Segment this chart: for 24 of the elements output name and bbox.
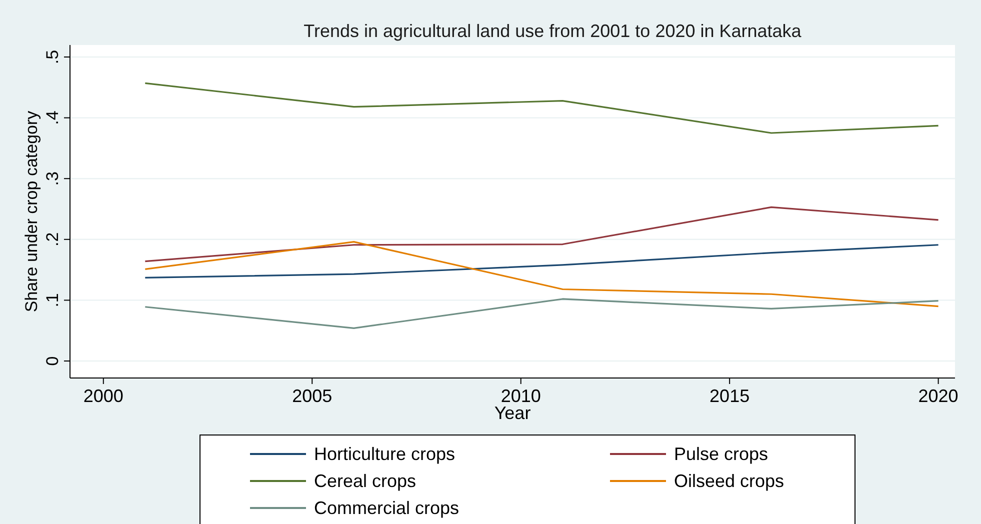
line-series bbox=[144, 241, 940, 308]
y-tick-label: .4 bbox=[43, 110, 62, 125]
y-axis-title: Share under crop category bbox=[22, 110, 41, 312]
line-series bbox=[144, 244, 940, 279]
x-tick-label: 2010 bbox=[500, 386, 541, 406]
legend-label: Cereal crops bbox=[314, 471, 416, 491]
y-tick-label: .2 bbox=[43, 232, 62, 246]
x-axis-title: Year bbox=[494, 403, 531, 423]
line-series bbox=[144, 206, 940, 262]
x-tick-label: 2020 bbox=[918, 386, 958, 406]
line-series bbox=[144, 82, 940, 134]
legend-label: Pulse crops bbox=[674, 444, 768, 464]
y-tick-label: .5 bbox=[43, 50, 62, 64]
x-tick-label: 2000 bbox=[83, 386, 124, 406]
chart-title: Trends in agricultural land use from 2001 to 2020 in Karnataka bbox=[304, 21, 802, 41]
x-tick-label: 2005 bbox=[292, 386, 332, 406]
y-tick-label: 0 bbox=[43, 356, 62, 366]
y-tick-label: .1 bbox=[43, 293, 62, 308]
legend-label: Oilseed crops bbox=[674, 471, 784, 491]
legend-label: Horticulture crops bbox=[314, 444, 456, 464]
x-tick-label: 2015 bbox=[710, 386, 750, 406]
legend-label: Commercial crops bbox=[314, 498, 460, 518]
line-series bbox=[144, 298, 940, 329]
y-tick-label: .3 bbox=[43, 172, 62, 186]
